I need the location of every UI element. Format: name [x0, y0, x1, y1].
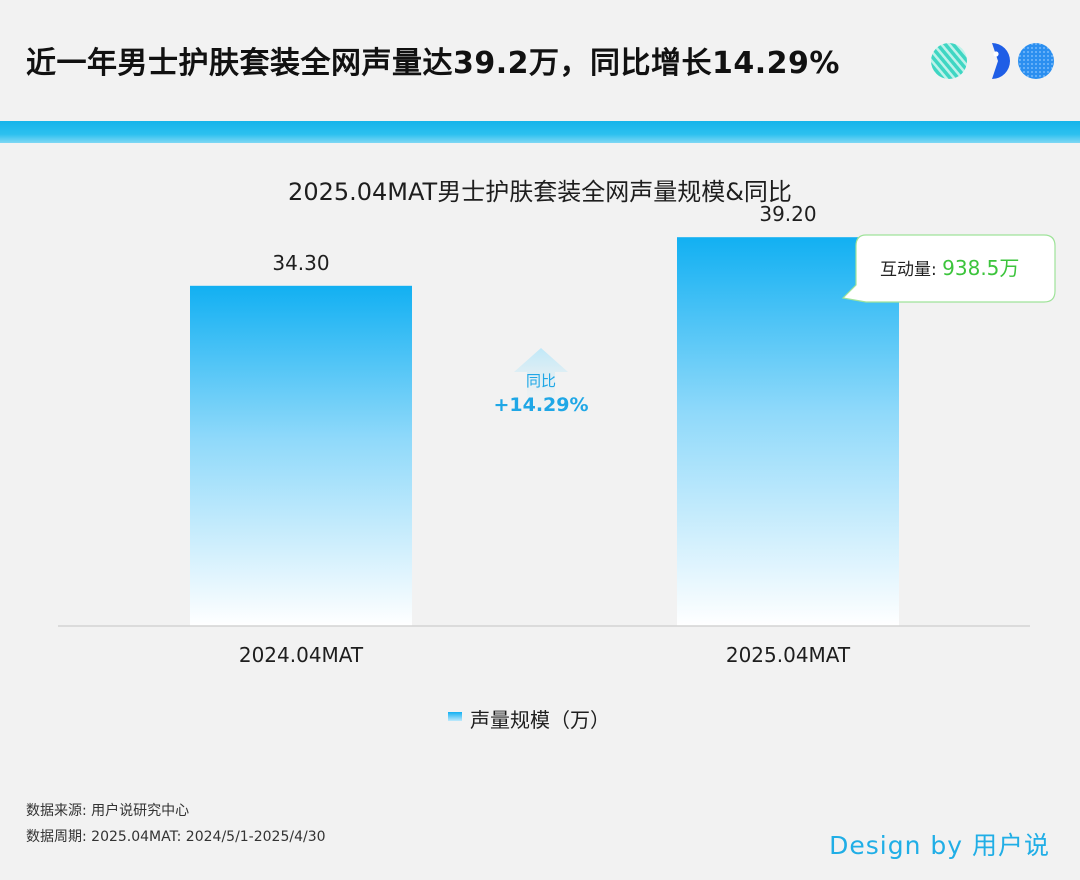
legend: 声量规模（万） — [448, 708, 610, 732]
design-signature: Design by 用户说 — [829, 831, 1050, 860]
growth-annotation: 同比 +14.29% — [493, 348, 589, 418]
brand-logo-icon — [931, 43, 1054, 79]
legend-label: 声量规模（万） — [470, 708, 610, 732]
legend-swatch — [448, 712, 462, 721]
logo-stripe-circle — [931, 43, 967, 79]
svg-text:互动量: 938.5万: 互动量: 938.5万 — [880, 256, 1019, 280]
bar-2025.04MAT — [677, 237, 899, 626]
growth-label: 同比 — [526, 372, 556, 390]
data-period-note: 数据周期: 2025.04MAT: 2024/5/1-2025/4/30 — [26, 829, 326, 845]
x-tick-label: 2024.04MAT — [239, 643, 364, 667]
bar-2024.04MAT — [190, 285, 412, 626]
interaction-callout: 互动量: 938.5万 — [841, 234, 1056, 303]
chart-title: 2025.04MAT男士护肤套装全网声量规模&同比 — [288, 178, 792, 206]
data-source-note: 数据来源: 用户说研究中心 — [26, 803, 190, 819]
growth-value: +14.29% — [493, 394, 588, 416]
callout-label: 互动量: — [880, 260, 942, 280]
logo-dotted-circle — [1018, 43, 1054, 79]
growth-arrow-icon — [514, 348, 568, 418]
page-title: 近一年男士护肤套装全网声量达39.2万，同比增长14.29% — [26, 46, 840, 81]
data-label: 39.20 — [759, 202, 816, 226]
header-divider-band — [0, 121, 1080, 143]
callout-value: 938.5万 — [942, 256, 1019, 280]
callout-bubble — [841, 234, 1056, 303]
data-label: 34.30 — [272, 251, 329, 275]
x-tick-label: 2025.04MAT — [726, 643, 851, 667]
